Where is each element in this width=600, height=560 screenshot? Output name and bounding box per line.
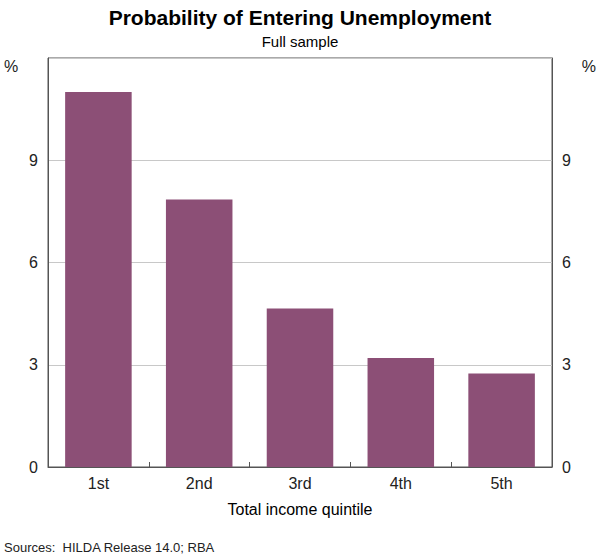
svg-text:4th: 4th [390, 475, 412, 492]
svg-text:9: 9 [562, 152, 571, 169]
svg-text:9: 9 [29, 152, 38, 169]
svg-text:0: 0 [29, 459, 38, 476]
svg-text:0: 0 [562, 459, 571, 476]
svg-text:Probability of Entering Unempl: Probability of Entering Unemployment [109, 6, 492, 29]
svg-text:3: 3 [562, 356, 571, 373]
svg-text:3: 3 [29, 356, 38, 373]
svg-text:Full sample: Full sample [262, 33, 339, 50]
svg-text:1st: 1st [88, 475, 110, 492]
svg-text:3rd: 3rd [288, 475, 311, 492]
svg-text:5th: 5th [490, 475, 512, 492]
svg-text:2nd: 2nd [186, 475, 213, 492]
svg-text:Sources: HILDA Release 14.0;: Sources: HILDA Release 14.0; RBA [4, 540, 215, 555]
svg-text:Total income quintile: Total income quintile [228, 501, 373, 518]
svg-text:6: 6 [562, 254, 571, 271]
svg-text:6: 6 [29, 254, 38, 271]
svg-text:%: % [4, 58, 18, 75]
svg-text:%: % [582, 58, 596, 75]
